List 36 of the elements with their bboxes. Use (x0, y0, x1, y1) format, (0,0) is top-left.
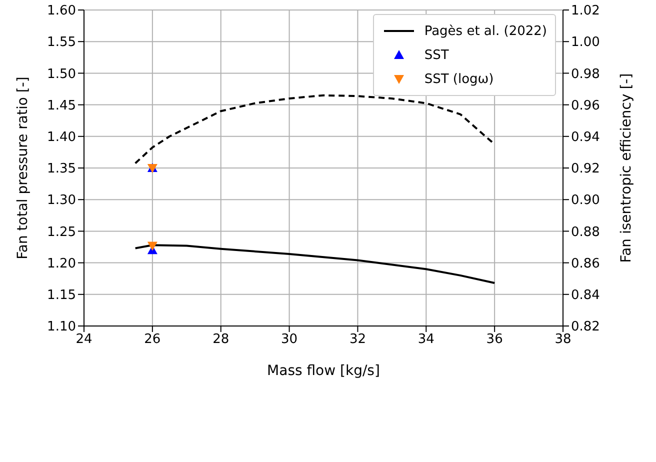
y-tick-label: 1.25 (47, 224, 76, 240)
y2-axis-title: Fan isentropic efficiency [-] (618, 73, 634, 263)
x-tick-label: 36 (486, 332, 503, 348)
y2-tick-label: 0.84 (571, 288, 600, 304)
x-tick-label: 28 (212, 332, 230, 348)
y-tick-label: 1.50 (47, 66, 76, 82)
x-tick-label: 38 (554, 332, 572, 348)
y-axis-title: Fan total pressure ratio [-] (14, 76, 31, 260)
y-tick-label: 1.15 (47, 288, 76, 304)
y-tick-label: 1.30 (47, 193, 76, 208)
y-tick-label: 1.55 (47, 35, 76, 50)
y-tick-label: 1.60 (47, 4, 76, 19)
x-tick-label: 26 (144, 332, 161, 348)
y2-tick-label: 0.86 (571, 256, 600, 272)
y2-tick-label: 0.94 (571, 130, 600, 146)
y-tick-label: 1.45 (47, 98, 76, 114)
y-tick-label: 1.40 (47, 130, 76, 146)
y2-tick-label: 0.82 (571, 320, 600, 335)
legend-label: Pagès et al. (2022) (424, 24, 547, 38)
x-tick-label: 30 (281, 332, 298, 348)
legend-label: SST (424, 48, 449, 62)
y2-tick-label: 0.90 (571, 193, 600, 208)
y-tick-label: 1.20 (47, 256, 76, 272)
y-tick-label: 1.35 (47, 162, 76, 177)
x-tick-label: 24 (76, 332, 92, 348)
y2-tick-label: 1.02 (571, 4, 600, 19)
y2-tick-label: 0.88 (571, 224, 600, 240)
x-tick-label: 34 (418, 332, 434, 348)
y-tick-label: 1.10 (47, 320, 76, 335)
y2-tick-label: 0.96 (571, 98, 600, 114)
y2-tick-label: 1.00 (571, 35, 600, 50)
y2-tick-label: 0.98 (571, 66, 600, 82)
y2-tick-label: 0.92 (571, 162, 600, 177)
legend-label: SST (logω) (424, 72, 494, 86)
x-tick-label: 32 (349, 332, 366, 348)
x-axis-title: Mass flow [kg/s] (267, 363, 380, 379)
